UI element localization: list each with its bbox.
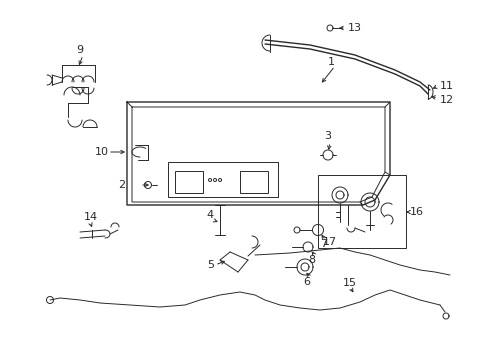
Bar	[175, 171, 203, 193]
Text: 2: 2	[118, 180, 125, 190]
Text: 16: 16	[409, 207, 423, 217]
Bar	[240, 171, 267, 193]
Text: 12: 12	[439, 95, 453, 105]
Text: 15: 15	[342, 278, 356, 288]
Text: 1: 1	[327, 57, 334, 67]
Text: 8: 8	[307, 255, 314, 265]
Bar	[168, 162, 278, 197]
Text: 7: 7	[319, 239, 326, 249]
Text: 5: 5	[206, 260, 214, 270]
Text: 9: 9	[76, 45, 83, 55]
Text: 3: 3	[324, 131, 330, 141]
Text: 6: 6	[303, 277, 309, 287]
Text: 17: 17	[323, 237, 336, 247]
Text: 10: 10	[95, 147, 109, 157]
Text: 13: 13	[347, 23, 361, 33]
Text: 11: 11	[439, 81, 453, 91]
Text: 14: 14	[84, 212, 98, 222]
Text: 4: 4	[205, 210, 213, 220]
Bar	[317, 175, 405, 248]
